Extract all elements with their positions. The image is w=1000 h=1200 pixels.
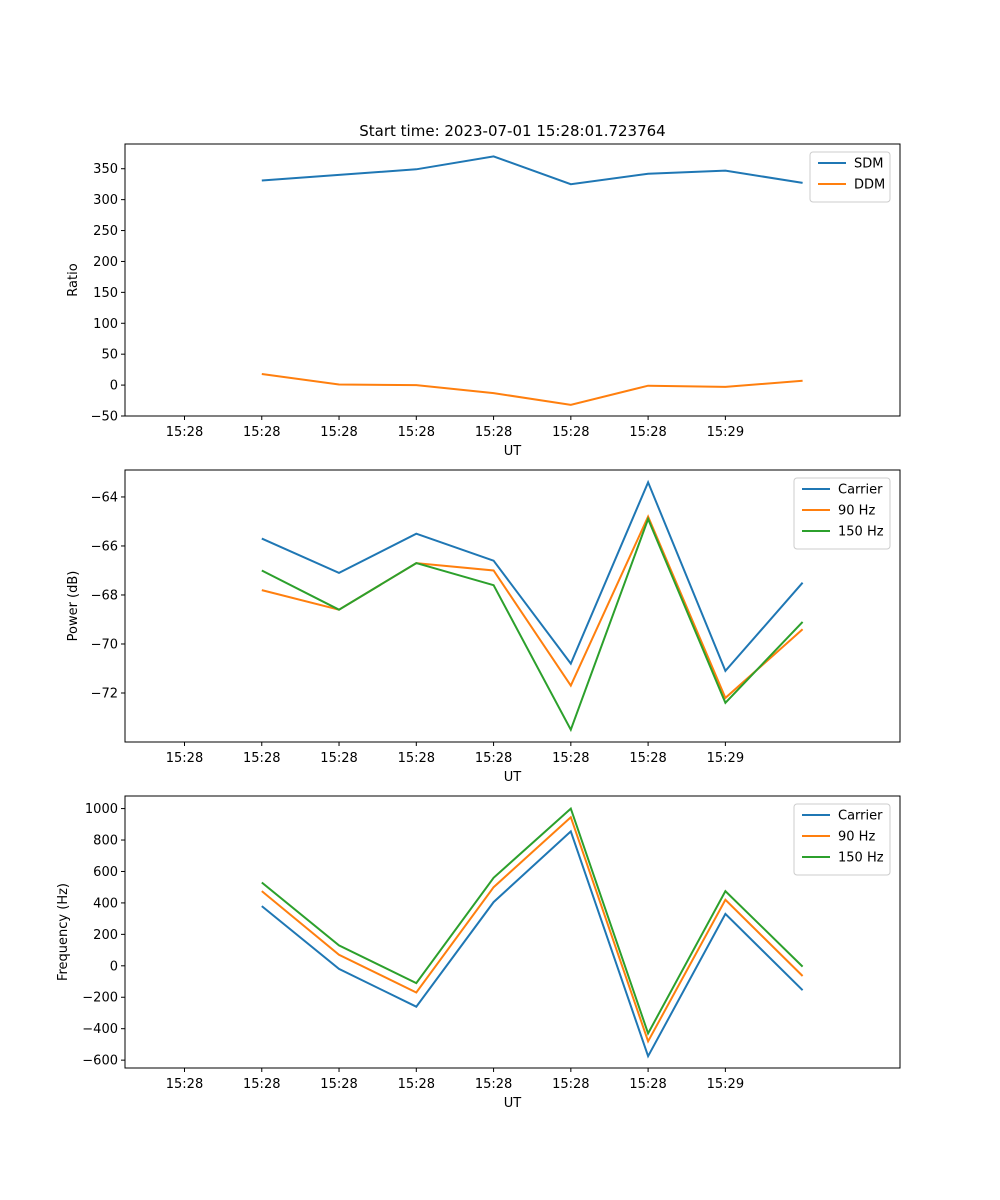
x-tick-label: 15:28 [475,751,512,766]
x-tick-label: 15:29 [707,751,744,766]
x-axis-label: UT [504,444,522,459]
x-tick-label: 15:29 [707,1077,744,1092]
x-tick-label: 15:28 [398,425,435,440]
legend-label: 90 Hz [838,504,875,519]
x-tick-label: 15:28 [243,1077,280,1092]
y-tick-label: −72 [91,686,118,701]
y-tick-label: −50 [91,410,118,425]
x-tick-label: 15:28 [166,751,203,766]
x-tick-label: 15:28 [552,425,589,440]
y-tick-label: −200 [82,991,118,1006]
legend: Carrier 90 Hz 150 Hz [793,477,891,550]
series-line-150-hz [261,516,804,733]
y-axis-label: Ratio [66,263,81,296]
y-tick-label: −70 [91,637,118,652]
chart-panel-2: 15:28 15:28 15:28 15:28 15:28 15:28 15:28 15:29… [66,469,901,785]
y-tick-label: 350 [93,162,118,177]
legend: SDM DDM [809,151,891,203]
y-tick-label: 100 [93,317,118,332]
axes-frame [124,795,901,1069]
axes-frame [124,143,901,417]
x-tick-label: 15:28 [320,425,357,440]
y-tick-label: −64 [91,490,118,505]
y-axis-label: Power (dB) [66,571,81,642]
x-tick-label: 15:28 [320,1077,357,1092]
y-tick-label: −400 [82,1022,118,1037]
y-tick-label: 400 [93,896,118,911]
x-tick-label: 15:28 [320,751,357,766]
y-tick-label: 800 [93,834,118,849]
legend-label: 90 Hz [838,830,875,845]
y-tick-label: 0 [110,379,118,394]
chart-panel-3: 15:28 15:28 15:28 15:28 15:28 15:28 15:28 15:29… [56,795,901,1111]
x-tick-label: 15:28 [552,1077,589,1092]
series-line-150-hz [261,806,804,1036]
y-tick-label: −66 [91,539,118,554]
series-line-ddm [261,373,803,406]
legend: Carrier 90 Hz 150 Hz [793,803,891,876]
x-tick-label: 15:29 [707,425,744,440]
legend-label: Carrier [838,483,883,498]
x-tick-label: 15:28 [243,425,280,440]
chart-panel-1: Start time: 2023-07-01 15:28:01.723764 15… [66,122,901,459]
y-tick-label: 50 [101,348,118,363]
x-tick-label: 15:28 [475,425,512,440]
legend-label: DDM [854,178,885,193]
x-tick-label: 15:28 [243,751,280,766]
x-tick-label: 15:28 [166,1077,203,1092]
legend-label: 150 Hz [838,851,884,866]
x-tick-label: 15:28 [629,751,666,766]
y-tick-label: −68 [91,588,118,603]
y-axis-label: Frequency (Hz) [56,883,71,981]
chart-title: Start time: 2023-07-01 15:28:01.723764 [359,122,665,140]
x-axis-label: UT [504,1096,522,1111]
axes-frame [124,469,901,743]
legend-label: 150 Hz [838,525,884,540]
x-tick-label: 15:28 [629,425,666,440]
x-tick-label: 15:28 [398,1077,435,1092]
y-tick-label: 250 [93,224,118,239]
y-tick-label: 0 [110,959,118,974]
x-tick-label: 15:28 [629,1077,666,1092]
series-line-carrier [261,829,804,1059]
series-line-90-hz [261,815,804,1044]
series-line-sdm [261,155,803,186]
series-line-carrier [261,479,804,673]
x-tick-label: 15:28 [166,425,203,440]
x-axis-label: UT [504,770,522,785]
y-tick-label: 150 [93,286,118,301]
y-tick-label: 600 [93,865,118,880]
y-tick-label: 1000 [85,802,118,817]
x-tick-label: 15:28 [398,751,435,766]
y-tick-label: 300 [93,193,118,208]
x-tick-label: 15:28 [552,751,589,766]
y-tick-label: −600 [82,1054,118,1069]
y-tick-label: 200 [93,928,118,943]
x-tick-label: 15:28 [475,1077,512,1092]
y-tick-label: 200 [93,255,118,270]
legend-label: Carrier [838,809,883,824]
legend-frame [809,151,891,203]
legend-label: SDM [854,157,883,172]
